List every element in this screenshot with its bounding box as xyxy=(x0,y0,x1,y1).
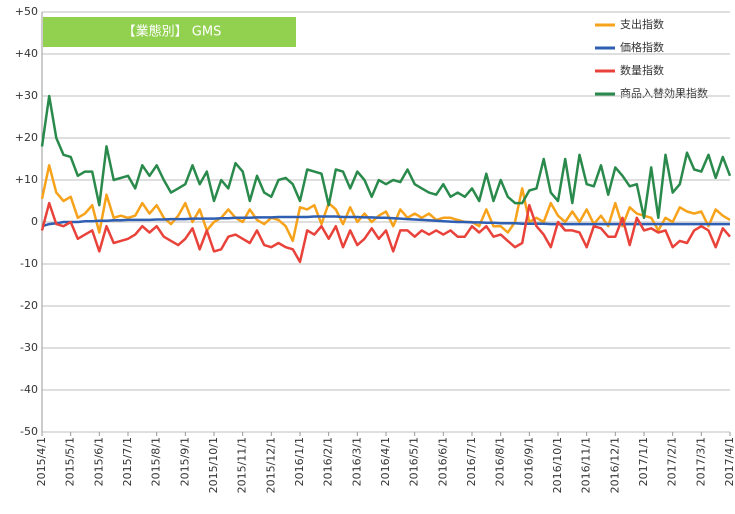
legend-label: 支出指数 xyxy=(620,17,664,31)
chart-title: 【業態別】 GMS xyxy=(123,24,222,40)
legend-label: 商品入替効果指数 xyxy=(620,86,708,100)
y-tick-label: +40 xyxy=(15,47,38,60)
x-tick-label: 2016/7/1 xyxy=(465,437,478,486)
x-tick-label: 2015/11/1 xyxy=(236,437,249,493)
x-tick-label: 2016/2/1 xyxy=(322,437,335,486)
x-tick-label: 2016/5/1 xyxy=(408,437,421,486)
y-tick-label: -20 xyxy=(20,299,38,312)
x-tick-label: 2016/4/1 xyxy=(379,437,392,486)
x-tick-label: 2016/6/1 xyxy=(436,437,449,486)
y-tick-label: +30 xyxy=(15,89,38,102)
y-tick-label: 0 xyxy=(31,215,38,228)
y-tick-label: +20 xyxy=(15,131,38,144)
series-line xyxy=(40,201,731,264)
y-tick-label: +50 xyxy=(15,5,38,18)
legend-label: 数量指数 xyxy=(620,63,664,77)
legend-label: 価格指数 xyxy=(620,40,664,54)
x-tick-label: 2015/4/1 xyxy=(35,437,48,486)
x-tick-label: 2015/7/1 xyxy=(121,437,134,486)
y-tick-label: -30 xyxy=(20,341,38,354)
x-tick-label: 2017/1/1 xyxy=(637,437,650,486)
x-tick-label: 2016/3/1 xyxy=(350,437,363,486)
title-box xyxy=(43,17,296,47)
x-tick-label: 2017/4/1 xyxy=(723,437,735,486)
series-line xyxy=(40,94,732,220)
x-tick-label: 2017/3/1 xyxy=(694,437,707,486)
x-tick-label: 2016/1/1 xyxy=(293,437,306,486)
y-tick-label: -50 xyxy=(20,425,38,438)
x-tick-label: 2015/5/1 xyxy=(64,437,77,486)
x-tick-label: 2017/2/1 xyxy=(666,437,679,486)
x-tick-label: 2015/8/1 xyxy=(150,437,163,486)
series-line xyxy=(41,215,730,228)
x-tick-label: 2016/8/1 xyxy=(494,437,507,486)
x-tick-label: 2016/9/1 xyxy=(522,437,535,486)
x-tick-label: 2015/12/1 xyxy=(264,437,277,493)
x-tick-label: 2016/11/1 xyxy=(580,437,593,493)
x-tick-label: 2015/9/1 xyxy=(178,437,191,486)
y-tick-label: -10 xyxy=(20,257,38,270)
y-tick-label: +10 xyxy=(15,173,38,186)
x-tick-label: 2016/10/1 xyxy=(551,437,564,493)
x-tick-label: 2016/12/1 xyxy=(608,437,621,493)
y-tick-label: -40 xyxy=(20,383,38,396)
x-tick-label: 2015/10/1 xyxy=(207,437,220,493)
series-line xyxy=(40,164,731,243)
x-tick-label: 2015/6/1 xyxy=(92,437,105,486)
